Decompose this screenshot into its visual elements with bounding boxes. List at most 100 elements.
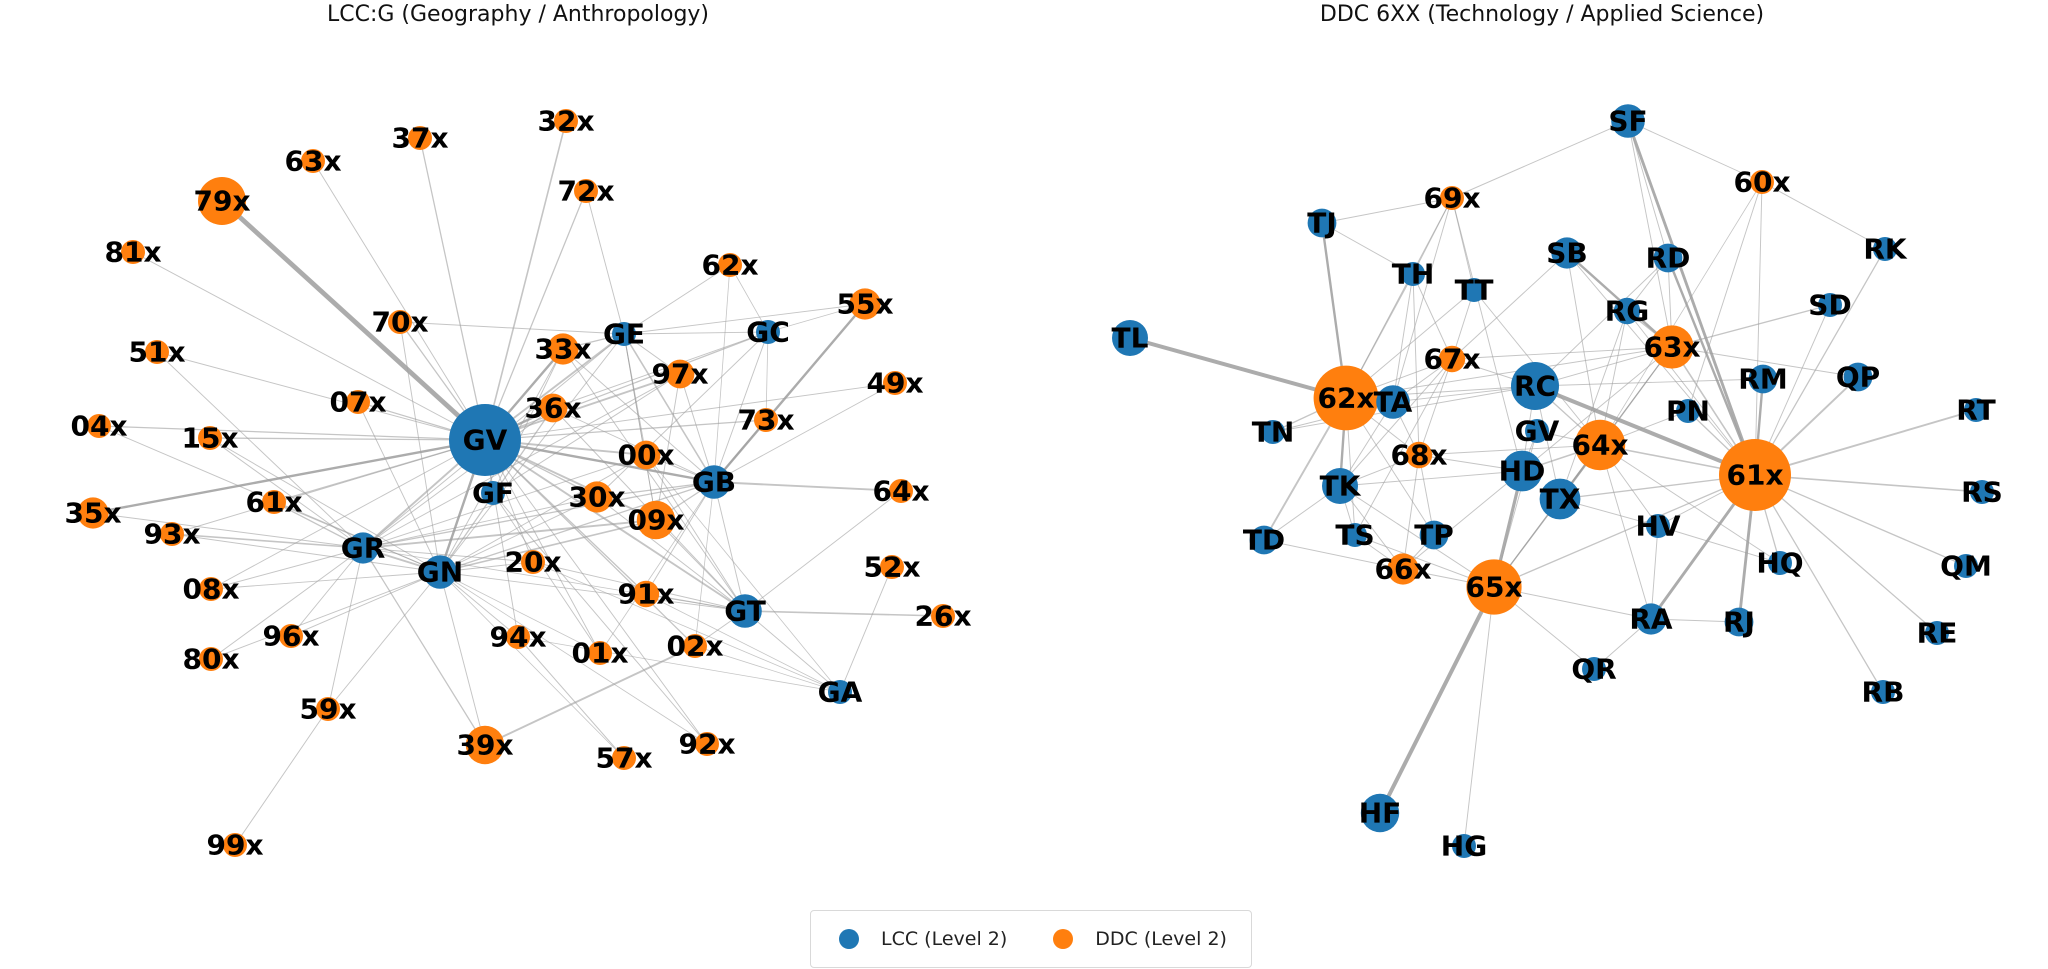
edge-GB-36x <box>552 407 715 483</box>
edge-GE-55x <box>623 303 866 335</box>
edge-GR-39x <box>362 547 486 746</box>
edge-GF-01x <box>492 492 601 654</box>
node-label-01x: 01x <box>571 637 628 670</box>
node-label-TP: TP <box>1414 519 1454 552</box>
node-61x <box>1719 439 1791 511</box>
node-52x <box>880 555 904 579</box>
edge-GN-GT <box>439 571 746 612</box>
node-RM <box>1748 364 1778 394</box>
node-81x <box>121 240 145 264</box>
node-80x <box>199 647 223 671</box>
node-label-26x: 26x <box>914 600 971 633</box>
node-label-08x: 08x <box>182 573 239 606</box>
edge-GN-01x <box>439 571 601 654</box>
edge-GR-15x <box>209 437 364 549</box>
edge-GV-15x <box>209 437 486 441</box>
node-label-TK: TK <box>1320 470 1362 503</box>
edge-GN-39x <box>439 571 486 746</box>
edge-GF-92x <box>492 492 708 745</box>
node-label-SD: SD <box>1808 289 1851 322</box>
edge-67x-TH <box>1412 273 1453 360</box>
edge-GA-02x <box>694 645 841 693</box>
node-63x <box>1650 325 1694 369</box>
node-label-RB: RB <box>1862 676 1905 709</box>
node-91x <box>632 580 660 608</box>
edge-GB-33x <box>562 348 715 483</box>
node-QR <box>1582 657 1606 681</box>
edge-GV-37x <box>419 137 486 441</box>
node-label-66x: 66x <box>1374 553 1431 586</box>
node-label-79x: 79x <box>193 185 250 218</box>
edge-GN-70x <box>399 321 441 573</box>
edge-GR-51x <box>156 351 364 549</box>
node-36x <box>538 393 568 423</box>
node-TK <box>1322 468 1358 504</box>
node-TN <box>1261 420 1285 444</box>
network-lcc-geography: GV GE GC GB GF GR GN GT GA 79x 63x 37x 32x 72x 81x 62x 5… <box>64 105 971 862</box>
edge-GB-97x <box>679 373 715 483</box>
edge-GR-20x <box>362 547 534 563</box>
node-label-59x: 59x <box>299 693 356 726</box>
node-label-04x: 04x <box>70 410 127 443</box>
node-label-TA: TA <box>1374 386 1413 419</box>
node-label-RA: RA <box>1629 603 1673 636</box>
node-GA <box>828 680 852 704</box>
edge-64x-SB <box>1566 252 1601 446</box>
node-GV <box>1525 419 1549 443</box>
edge-61x-RB <box>1754 474 1884 693</box>
edge-SF-60x <box>1627 120 1763 183</box>
node-GB <box>697 465 731 499</box>
node-label-49x: 49x <box>866 367 923 400</box>
node-GC <box>756 320 780 344</box>
node-label-GR: GR <box>341 532 386 565</box>
node-label-99x: 99x <box>206 829 263 862</box>
node-SD <box>1818 293 1842 317</box>
edge-65x-HG <box>1463 586 1495 847</box>
node-label-64x: 64x <box>1571 429 1628 462</box>
node-HG <box>1452 834 1476 858</box>
node-label-GC: GC <box>746 316 790 349</box>
edge-GN-96x <box>290 571 441 637</box>
legend-swatch-ddc <box>1053 929 1074 949</box>
node-label-HG: HG <box>1441 830 1487 863</box>
edge-GB-91x <box>645 481 715 595</box>
node-label-07x: 07x <box>329 386 386 419</box>
edge-GN-08x <box>210 571 441 590</box>
edge-GA-20x <box>532 561 841 693</box>
node-49x <box>883 371 907 395</box>
node-label-15x: 15x <box>181 422 238 455</box>
edge-62x-TL <box>1128 336 1348 400</box>
edge-GN-00x <box>439 454 647 573</box>
edge-63x-SB <box>1565 251 1674 349</box>
node-RD <box>1653 243 1683 273</box>
edge-GB-30x <box>596 481 715 498</box>
edge-GN-09x <box>439 519 657 573</box>
node-label-36x: 36x <box>524 392 581 425</box>
node-label-62x: 62x <box>1317 382 1374 415</box>
edge-GA-91x <box>645 593 841 693</box>
edge-RC-RM <box>1534 378 1764 387</box>
node-label-HF: HF <box>1359 797 1402 830</box>
node-RT <box>1964 398 1988 422</box>
node-RS <box>1970 480 1994 504</box>
node-08x <box>199 577 223 601</box>
edge-69x-TJ <box>1321 197 1453 224</box>
edge-GN-92x <box>439 571 708 745</box>
edge-GB-GT <box>713 481 746 612</box>
node-93x <box>160 522 184 546</box>
node-62x <box>718 253 742 277</box>
node-RC <box>1511 362 1559 410</box>
edge-69x-TH <box>1412 197 1453 275</box>
node-label-80x: 80x <box>182 643 239 676</box>
node-label-51x: 51x <box>128 336 185 369</box>
edge-GV-GT <box>484 439 746 612</box>
edge-TX-RG <box>1559 310 1628 500</box>
node-label-81x: 81x <box>104 236 161 269</box>
node-label-39x: 39x <box>456 729 513 762</box>
node-label-TX: TX <box>1540 483 1581 516</box>
node-RJ <box>1724 607 1754 637</box>
node-RB <box>1871 680 1895 704</box>
edge-GA-00x <box>645 454 841 693</box>
node-65x <box>1466 559 1522 615</box>
